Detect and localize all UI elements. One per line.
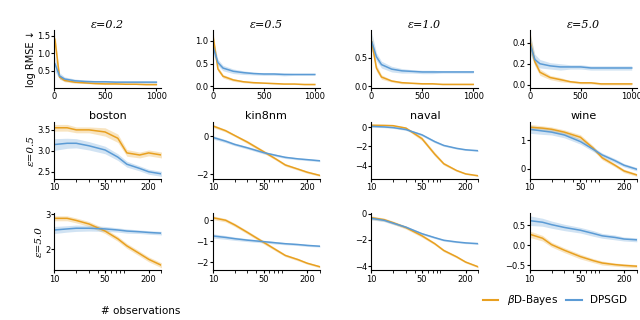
Title: boston: boston <box>89 111 127 121</box>
Title: naval: naval <box>410 111 440 121</box>
Title: wine: wine <box>570 111 596 121</box>
Text: # observations: # observations <box>101 306 180 316</box>
Title: ε=5.0: ε=5.0 <box>566 20 600 30</box>
Y-axis label: ε=0.5: ε=0.5 <box>27 135 36 166</box>
Legend: $\beta$D-Bayes, DPSGD: $\beta$D-Bayes, DPSGD <box>479 289 632 312</box>
Y-axis label: ε=5.0: ε=5.0 <box>35 226 44 257</box>
Title: ε=1.0: ε=1.0 <box>408 20 442 30</box>
Title: kin8nm: kin8nm <box>245 111 287 121</box>
Title: ε=0.5: ε=0.5 <box>250 20 283 30</box>
Y-axis label: log RMSE ↓: log RMSE ↓ <box>26 31 36 87</box>
Title: ε=0.2: ε=0.2 <box>92 20 125 30</box>
